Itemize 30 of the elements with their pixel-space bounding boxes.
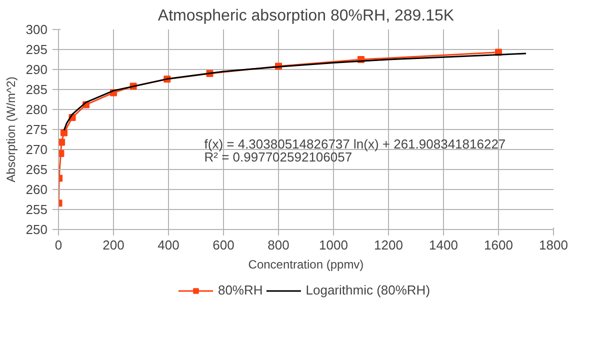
x-tick-label: 1600 (484, 238, 513, 252)
legend-label: Logarithmic (80%RH) (306, 282, 430, 298)
x-tick-label: 800 (268, 238, 290, 252)
y-tick-label: 280 (26, 102, 48, 117)
legend-label: 80%RH (218, 282, 263, 298)
x-axis-title: Concentration (ppmv) (248, 258, 364, 272)
y-tick-label: 295 (26, 42, 48, 57)
y-tick-label: 275 (26, 122, 48, 137)
annotation: f(x) = 4.30380514826737 ln(x) + 261.908341816227 (204, 136, 506, 152)
x-tick-label: 600 (212, 238, 234, 252)
chart-title: Atmospheric absorption 80%RH, 289.15K (158, 8, 454, 24)
y-tick-label: 270 (26, 142, 48, 157)
y-tick-label: 290 (26, 62, 48, 77)
x-tick-label: 200 (102, 238, 124, 252)
y-tick-label: 250 (26, 222, 48, 237)
point (60, 129, 68, 136)
x-tick-label: 1200 (374, 238, 403, 252)
x-tick-label: 1400 (429, 238, 458, 252)
point (58, 150, 64, 157)
y-tick-label: 265 (26, 162, 48, 177)
x-tick-label: 1000 (319, 238, 348, 252)
y-axis-title: Absorption (W/m^2) (4, 76, 18, 182)
y-tick-label: 260 (26, 182, 48, 197)
x-tick-label: 1800 (539, 238, 568, 252)
y-tick-label: 255 (26, 202, 48, 217)
x-tick-label: 0 (54, 238, 62, 252)
point (58, 138, 66, 146)
x-tick-label: 400 (158, 238, 180, 252)
y-tick-label: 300 (26, 22, 48, 37)
y-tick-label: 285 (26, 82, 48, 97)
